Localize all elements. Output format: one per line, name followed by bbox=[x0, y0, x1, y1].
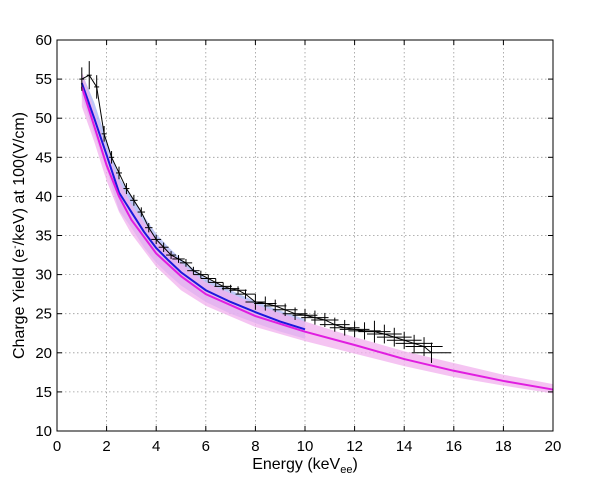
x-axis-title: Energy (keVee) bbox=[252, 456, 358, 476]
blue-model-curve bbox=[80, 82, 306, 331]
data-point bbox=[101, 126, 107, 142]
y-tick-label: 50 bbox=[35, 110, 52, 127]
data-point bbox=[179, 258, 193, 267]
x-tick-label: 16 bbox=[445, 438, 462, 455]
x-tick-label: 0 bbox=[53, 438, 61, 455]
data-point bbox=[367, 324, 402, 344]
data-point bbox=[221, 284, 240, 293]
data-point bbox=[193, 270, 209, 279]
data-point bbox=[137, 207, 146, 217]
data-point bbox=[158, 242, 169, 252]
data-point bbox=[145, 222, 153, 233]
magenta-model-curve bbox=[80, 86, 554, 391]
data-point bbox=[254, 296, 277, 311]
data-point bbox=[79, 67, 85, 91]
model-curves bbox=[80, 82, 554, 391]
y-tick-label: 15 bbox=[35, 384, 52, 401]
data-point bbox=[395, 334, 433, 353]
data-point bbox=[245, 294, 266, 310]
data-point bbox=[292, 309, 318, 322]
x-tick-label: 14 bbox=[396, 438, 413, 455]
x-tick-label: 20 bbox=[545, 438, 562, 455]
measured-data bbox=[79, 61, 452, 363]
y-tick-label: 45 bbox=[35, 149, 52, 166]
y-tick-label: 25 bbox=[35, 306, 52, 323]
x-tick-label: 6 bbox=[202, 438, 210, 455]
y-tick-label: 55 bbox=[35, 71, 52, 88]
y-axis-title: Charge Yield (e-/keV) at 100(V/cm) bbox=[10, 112, 28, 359]
data-point bbox=[123, 183, 130, 195]
data-point bbox=[94, 75, 100, 99]
y-tick-label: 60 bbox=[35, 32, 52, 49]
data-point bbox=[235, 289, 256, 299]
y-tick-label: 10 bbox=[35, 423, 52, 440]
data-point bbox=[86, 61, 92, 90]
x-tick-label: 10 bbox=[297, 438, 314, 455]
y-tick-label: 35 bbox=[35, 228, 52, 245]
data-point bbox=[116, 166, 122, 180]
data-point bbox=[229, 286, 247, 295]
x-tick-label: 2 bbox=[102, 438, 110, 455]
data-point bbox=[386, 331, 422, 349]
x-tick-label: 4 bbox=[152, 438, 160, 455]
y-tick-label: 30 bbox=[35, 267, 52, 284]
data-point bbox=[172, 255, 185, 263]
data-point bbox=[282, 307, 308, 320]
data-point bbox=[166, 251, 177, 259]
x-tick-label: 8 bbox=[251, 438, 259, 455]
data-point bbox=[358, 320, 391, 343]
data-point bbox=[376, 327, 412, 347]
data-point bbox=[411, 342, 452, 363]
data-point bbox=[208, 278, 224, 287]
x-tick-label: 18 bbox=[495, 438, 512, 455]
data-point bbox=[130, 194, 138, 206]
data-point bbox=[151, 234, 162, 245]
y-tick-label: 40 bbox=[35, 188, 52, 205]
data-point bbox=[348, 322, 381, 340]
data-point bbox=[301, 310, 329, 325]
x-tick-label: 12 bbox=[346, 438, 363, 455]
data-point bbox=[187, 266, 200, 275]
axis-ticks: 0 2 4 6 8 10 12 14 16 18 20 10 15 20 25 30 35 40 45 50 55 60 bbox=[35, 32, 561, 455]
magenta-uncertainty-band bbox=[81, 71, 554, 394]
data-point bbox=[109, 151, 115, 164]
y-tick-label: 20 bbox=[35, 345, 52, 362]
data-point bbox=[200, 274, 216, 283]
